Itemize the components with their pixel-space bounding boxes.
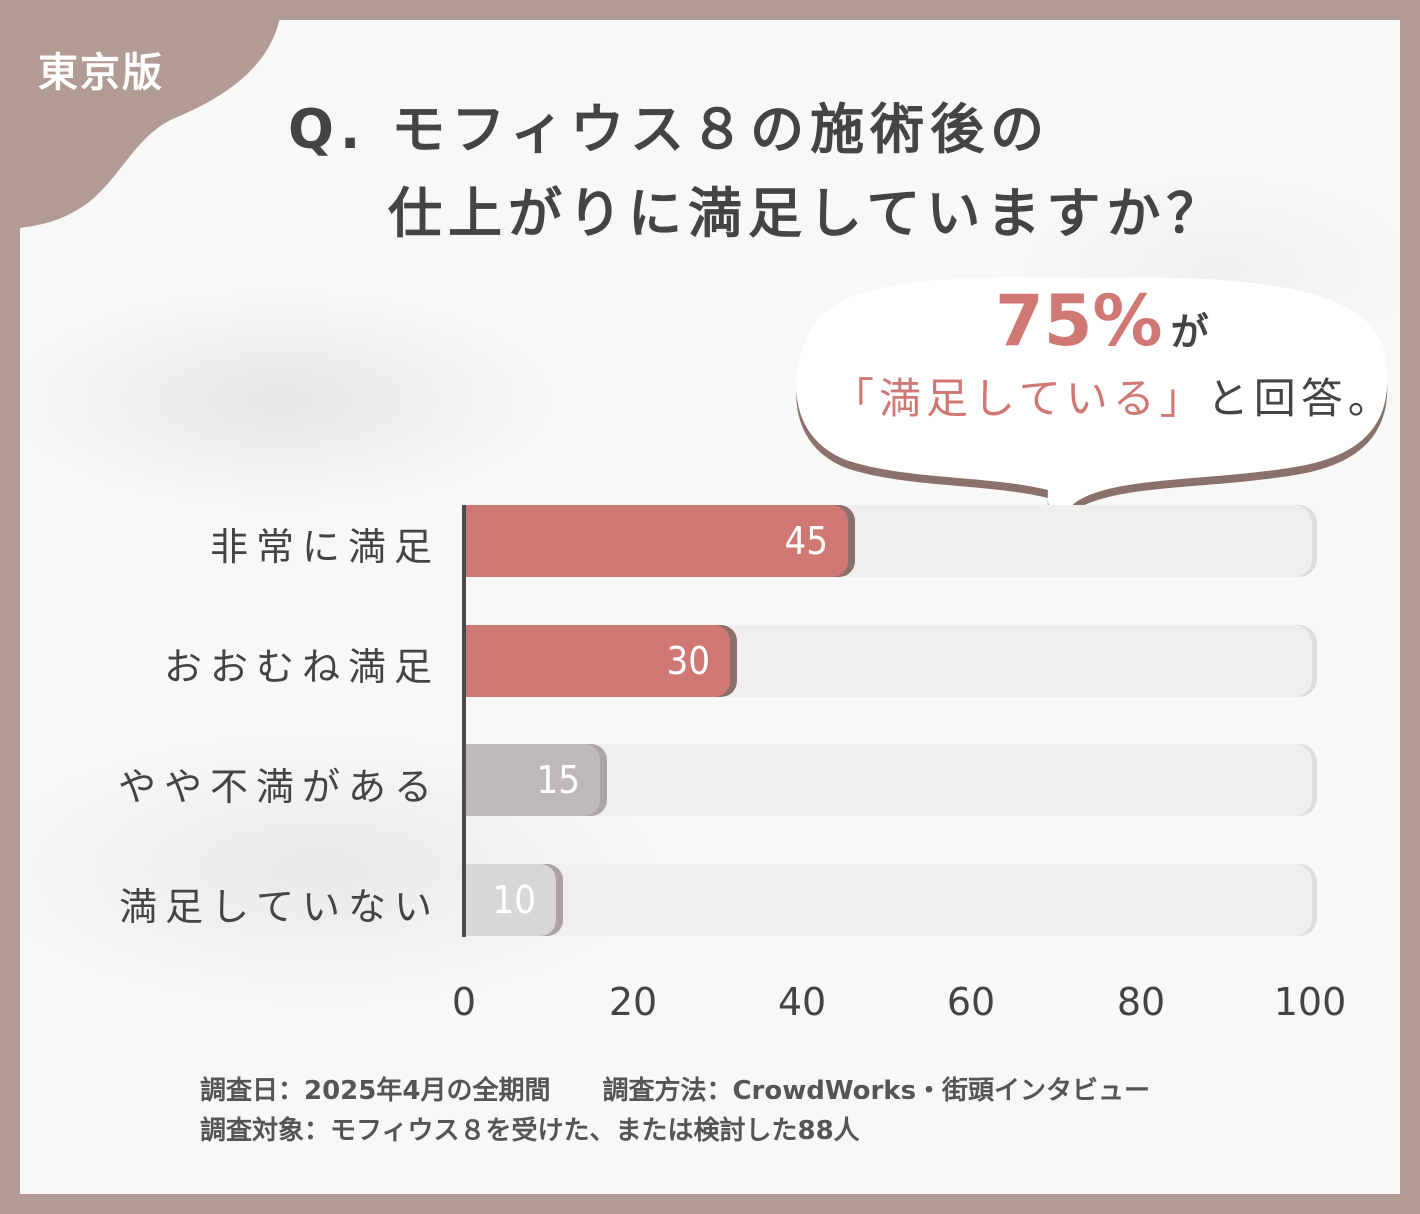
callout-text: 「満足している」と回答。 (832, 365, 1395, 426)
x-tick: 100 (1273, 980, 1347, 1024)
callout-quote: 「満足している」 (832, 374, 1207, 423)
category-label: 非常に満足 (209, 525, 440, 569)
callout-rest: と回答。 (1206, 374, 1395, 423)
category-label: やや不満がある (117, 765, 440, 809)
percent-value: 75% (995, 280, 1163, 362)
speech-bubble (796, 277, 1388, 521)
x-tick: 20 (608, 980, 658, 1024)
y-axis-line (462, 505, 466, 937)
question-title: Q. モフィウス８の施術後の 仕上がりに満足していますか？ (288, 88, 1226, 256)
survey-info-line-1: 調査日：2025年4月の全期間 調査方法：CrowdWorks・街頭インタビュー (200, 1076, 1151, 1106)
bar-track (466, 864, 1312, 936)
bar-value: 15 (536, 758, 581, 802)
x-tick: 0 (451, 980, 477, 1024)
category-label: 満足していない (119, 885, 440, 929)
callout-particle: が (1170, 310, 1209, 354)
bar-value: 30 (666, 639, 711, 683)
title-line-1: Q. モフィウス８の施術後の (288, 98, 1051, 161)
callout-percent: 75% が (995, 280, 1209, 362)
bar-value: 45 (784, 519, 829, 563)
survey-info-line-2: 調査対象：モフィウス８を受けた、または検討した88人 (200, 1116, 860, 1146)
corner-badge-shape (0, 0, 282, 240)
category-label: おおむね満足 (163, 645, 440, 689)
bar-not-satisfied: 10 (466, 864, 556, 936)
region-badge: 東京版 (38, 50, 164, 96)
bar-very-satisfied: 45 (466, 505, 848, 577)
background (20, 20, 1400, 1194)
bar-mostly-satisfied: 30 (466, 625, 730, 697)
title-line-2: 仕上がりに満足していますか？ (388, 182, 1227, 245)
x-tick: 80 (1116, 980, 1166, 1024)
infographic-card (20, 20, 1400, 1194)
x-tick: 40 (777, 980, 827, 1024)
bar-value: 10 (492, 878, 537, 922)
x-tick: 60 (946, 980, 996, 1024)
bar-somewhat-dissatisfied: 15 (466, 744, 600, 816)
bar-track (466, 744, 1312, 816)
